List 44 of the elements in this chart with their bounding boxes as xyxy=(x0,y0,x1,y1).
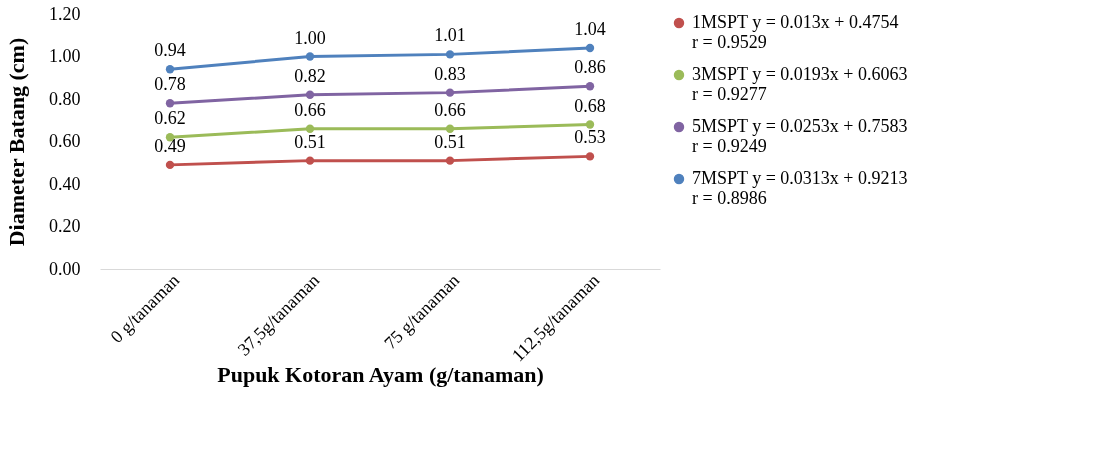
y-tick-label: 0.00 xyxy=(49,258,81,279)
legend-label: 7MSPT y = 0.0313x + 0.9213 r = 0.8986 xyxy=(692,168,908,208)
data-label: 0.68 xyxy=(574,95,606,116)
data-label: 0.53 xyxy=(574,127,606,148)
data-label: 0.66 xyxy=(434,99,466,120)
point xyxy=(165,99,175,108)
y-tick-label: 0.20 xyxy=(49,216,81,236)
point xyxy=(305,156,315,165)
point xyxy=(165,160,175,170)
point xyxy=(585,43,595,53)
data-label: 0.78 xyxy=(154,74,186,95)
point xyxy=(305,90,315,99)
data-label: 0.94 xyxy=(154,40,186,61)
data-label: 0.49 xyxy=(154,135,186,156)
data-label: 0.51 xyxy=(294,131,326,152)
data-label: 1.04 xyxy=(574,19,606,39)
point xyxy=(585,152,595,161)
x-axis-title: Pupuk Kotoran Ayam (g/tanaman) xyxy=(217,362,544,388)
data-label: 0.82 xyxy=(294,65,326,86)
data-label: 0.83 xyxy=(434,63,466,84)
data-label: 0.66 xyxy=(294,99,326,120)
legend-label: 3MSPT y = 0.0193x + 0.6063 r = 0.9277 xyxy=(692,64,908,104)
point xyxy=(445,50,455,59)
point xyxy=(445,124,455,133)
point xyxy=(165,65,175,74)
y-axis-title: Diameter Batang (cm) xyxy=(4,37,29,247)
data-label: 1.00 xyxy=(294,27,326,48)
data-label: 0.62 xyxy=(154,108,186,129)
data-label: 1.01 xyxy=(434,25,466,46)
y-tick-label: 0.40 xyxy=(49,173,81,194)
point xyxy=(445,156,455,165)
y-tick-label: 0.80 xyxy=(49,88,81,109)
data-label: 0.86 xyxy=(574,57,606,78)
point xyxy=(585,120,595,129)
y-tick-label: 1.00 xyxy=(49,46,81,66)
point xyxy=(585,82,595,91)
point xyxy=(305,124,315,133)
legend-label: 5MSPT y = 0.0253x + 0.7583 r = 0.9249 xyxy=(692,116,908,156)
data-label: 0.51 xyxy=(434,131,466,152)
y-tick-label: 0.60 xyxy=(49,131,81,151)
y-tick-label: 1.20 xyxy=(49,3,81,24)
point xyxy=(305,52,315,61)
legend-label: 1MSPT y = 0.013x + 0.4754 r = 0.9529 xyxy=(692,12,899,52)
point xyxy=(445,88,455,97)
